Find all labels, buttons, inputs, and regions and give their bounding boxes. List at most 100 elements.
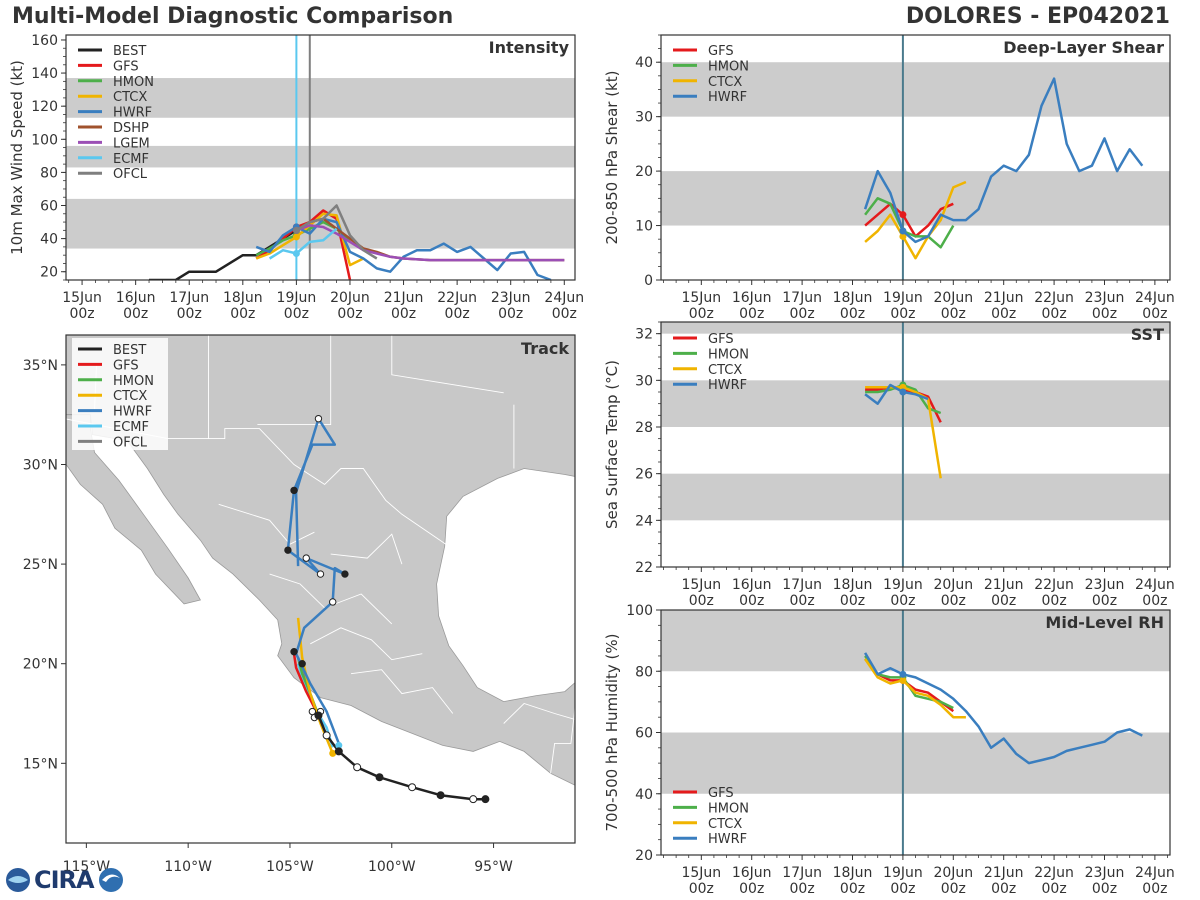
shear-ylabel: 200-850 hPa Shear (kt): [603, 71, 621, 245]
intensity-legend-label-ofcl: OFCL: [113, 167, 148, 182]
shear-xtick-day: 17Jun: [782, 290, 822, 306]
shear-xtick-hour: 00z: [991, 306, 1016, 322]
shear-legend-label-gfs: GFS: [708, 44, 734, 59]
rh-xtick-day: 18Jun: [833, 865, 873, 881]
intensity-ytick-label: 20: [40, 265, 58, 281]
shear-band: [661, 62, 1170, 117]
track-marker-hwrf: [341, 570, 349, 578]
shear-legend-label-ctcx: CTCX: [708, 75, 742, 90]
shear-marker-hwrf: [899, 227, 907, 235]
track-title: Track: [521, 339, 569, 358]
track-frame: [65, 334, 576, 844]
rh-xtick-hour: 00z: [941, 881, 966, 897]
sst-series-group: [864, 381, 942, 479]
intensity-xtick-day: 22Jun: [437, 290, 477, 306]
shear-xtick-hour: 00z: [1042, 306, 1067, 322]
track-panel: 15°N 20°N 25°N 30°N 35°N 115°W 110°W 105°W 100°W…: [23, 334, 576, 875]
track-line-gfs: [292, 653, 320, 717]
rh-ytick-label: 20: [635, 848, 653, 864]
rh-xtick-hour: 00z: [991, 881, 1016, 897]
intensity-xtick-day: 18Jun: [223, 290, 263, 306]
intensity-xtick-hour: 00z: [230, 306, 255, 322]
intensity-legend-label-hwrf: HWRF: [113, 106, 152, 121]
rh-band: [661, 610, 1170, 672]
track-lines-group: [284, 414, 490, 804]
intensity-xtick-hour: 00z: [552, 306, 577, 322]
sst-band: [661, 322, 1170, 334]
intensity-ytick-label: 160: [31, 33, 58, 49]
shear-ytick-label: 0: [644, 273, 653, 289]
track-legend-label-hwrf: HWRF: [113, 405, 152, 420]
sst-title: SST: [1131, 325, 1164, 344]
track-marker-best: [436, 791, 445, 800]
sst-xtick-day: 19Jun: [883, 577, 923, 593]
sst-ytick-label: 32: [635, 327, 653, 343]
cira-globe-icon: [6, 868, 30, 892]
state-border: [550, 707, 575, 774]
intensity-xtick-day: 16Jun: [116, 290, 156, 306]
shear-xtick-day: 23Jun: [1085, 290, 1125, 306]
sst-xtick-day: 15Jun: [681, 577, 721, 593]
shear-panel: 01020304015Jun00z16Jun00z17Jun00z18Jun00…: [603, 34, 1175, 322]
shear-xtick-hour: 00z: [739, 306, 764, 322]
intensity-xtick-day: 21Jun: [384, 290, 424, 306]
intensity-band: [66, 145, 575, 168]
sst-band: [661, 380, 1170, 427]
rh-frame: [660, 609, 1171, 856]
shear-xtick-hour: 00z: [1142, 306, 1167, 322]
shear-frame: [660, 34, 1171, 281]
intensity-xtick-day: 19Jun: [277, 290, 317, 306]
rh-line-hwrf: [864, 652, 1143, 765]
state-border: [503, 702, 575, 724]
figure-title: Multi-Model Diagnostic Comparison: [12, 4, 454, 29]
sst-ytick-label: 28: [635, 420, 653, 436]
intensity-legend-label-gfs: GFS: [113, 59, 139, 74]
shear-xtick-day: 15Jun: [681, 290, 721, 306]
sst-legend-label-gfs: GFS: [708, 332, 734, 347]
shear-ytick-label: 10: [635, 219, 653, 235]
state-border: [350, 669, 454, 714]
intensity-xtick-hour: 00z: [69, 306, 94, 322]
rh-title: Mid-Level RH: [1045, 613, 1164, 632]
intensity-ytick-label: 40: [40, 232, 58, 248]
shear-series-group: [863, 77, 1144, 260]
shear-line-hmon: [864, 197, 955, 249]
cira-logo-text: CIRA: [34, 866, 95, 894]
state-border: [391, 335, 504, 394]
shear-ytick-label: 30: [635, 110, 653, 126]
track-marker-best: [334, 747, 343, 756]
rh-xtick-hour: 00z: [739, 881, 764, 897]
shear-xtick-day: 18Jun: [833, 290, 873, 306]
track-marker-hwrf: [284, 546, 292, 554]
track-legend-label-best: BEST: [113, 343, 146, 358]
intensity-xtick-day: 23Jun: [491, 290, 531, 306]
sst-xtick-hour: 00z: [1042, 593, 1067, 609]
intensity-xtick-day: 15Jun: [62, 290, 102, 306]
rh-legend-label-ctcx: CTCX: [708, 817, 742, 832]
track-marker-best: [481, 795, 490, 804]
shear-xtick-hour: 00z: [840, 306, 865, 322]
intensity-xtick-hour: 00z: [177, 306, 202, 322]
rh-line-ctcx: [864, 658, 966, 719]
sst-line-hwrf: [864, 383, 929, 405]
land-group: [66, 335, 575, 786]
intensity-ytick-label: 120: [31, 99, 58, 115]
state-border: [218, 503, 315, 545]
shear-xtick-day: 20Jun: [933, 290, 973, 306]
shear-ytick-label: 40: [635, 55, 653, 71]
track-legend-label-ecmf: ECMF: [113, 420, 149, 435]
track-marker-ofcl: [308, 707, 317, 716]
intensity-marker-ecmf: [292, 250, 300, 258]
intensity-legend-label-best: BEST: [113, 44, 146, 59]
track-marker-ctcx: [329, 749, 337, 757]
sst-panel: 22242628303215Jun00z16Jun00z17Jun00z18Ju…: [603, 321, 1175, 609]
track-legend-label-hmon: HMON: [113, 374, 154, 389]
intensity-marker-ctcx: [292, 233, 300, 241]
shear-legend-label-hmon: HMON: [708, 59, 749, 74]
rh-band: [661, 732, 1170, 794]
rh-xtick-day: 21Jun: [984, 865, 1024, 881]
track-marker-hwrf: [314, 414, 323, 423]
shear-xtick-hour: 00z: [1092, 306, 1117, 322]
